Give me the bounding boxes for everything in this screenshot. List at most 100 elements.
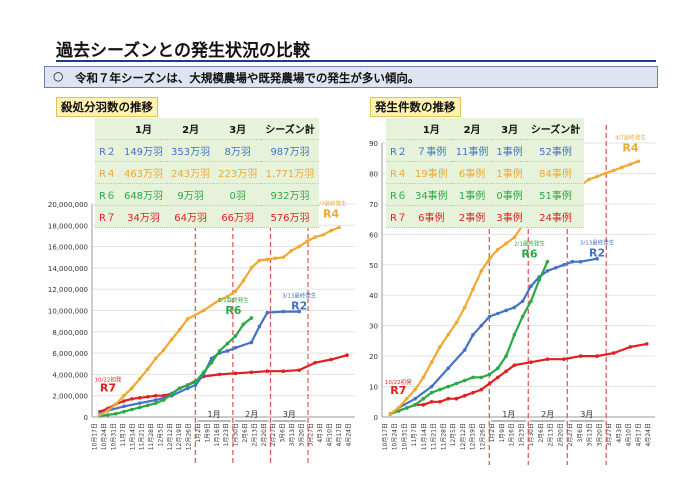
data-point-r7 [504, 369, 508, 374]
table-header-cell: 1月 [410, 118, 452, 140]
x-tick-label: 3月20日 [596, 423, 603, 446]
data-point-r2 [225, 349, 230, 353]
data-point-r6 [193, 380, 198, 384]
y-tick-label: 20 [369, 353, 378, 361]
data-point-r4 [185, 317, 190, 321]
data-point-r4 [329, 228, 333, 233]
table-header-cell: シーズン計 [526, 118, 585, 140]
data-point-r4 [153, 356, 158, 361]
y-tick-label: 6,000,000 [52, 350, 88, 358]
table-cell: R４ [95, 161, 120, 184]
y-tick-label: 30 [369, 323, 378, 331]
data-point-r6 [413, 403, 417, 407]
data-point-r4 [421, 375, 426, 380]
data-point-r6 [185, 383, 190, 387]
data-point-r6 [520, 314, 525, 319]
data-point-r4 [388, 412, 393, 416]
x-tick-label: 3月20日 [298, 423, 305, 446]
table-cell: 24事例 [526, 205, 585, 228]
annotation-label: 2/1最終発生 [514, 240, 545, 248]
y-tick-label: 50 [369, 262, 378, 270]
x-tick-label: 4月3日 [317, 423, 324, 443]
series-label-r4: R4 [622, 141, 638, 154]
data-point-r4 [297, 244, 302, 249]
data-point-r2 [153, 398, 158, 402]
data-point-r6 [217, 349, 222, 353]
data-point-r2 [209, 356, 214, 361]
y-tick-label: 14,000,000 [48, 265, 88, 273]
table-row: R７ 34万羽 64万羽 66万羽 576万羽 [95, 205, 319, 228]
x-tick-label: 10月17日 [382, 423, 389, 450]
data-point-r4 [145, 367, 150, 371]
data-point-r2 [512, 305, 517, 310]
data-point-r6 [429, 390, 434, 395]
data-point-r4 [611, 168, 616, 173]
month-label: 1月 [502, 410, 515, 419]
data-point-r7 [122, 399, 126, 403]
outbreak-count-table: 1月 2月 3月 シーズン計 R２ ７事例 11事例 1事例 52事例 R４ 19事例 6事例 1事例 8… [386, 118, 585, 228]
table-cell: 353万羽 [167, 139, 215, 162]
table-cell: 8万羽 [214, 139, 262, 162]
x-tick-label: 3月6日 [577, 423, 584, 443]
x-tick-label: 1月9日 [499, 423, 506, 443]
table-row: R２ 149万羽 353万羽 8万羽 987万羽 [95, 139, 319, 162]
x-tick-label: 11月21日 [139, 423, 146, 450]
data-point-r2 [570, 259, 575, 264]
data-point-r2 [553, 266, 558, 270]
x-tick-label: 3月27日 [308, 423, 315, 446]
data-point-r4 [249, 266, 254, 270]
data-point-r4 [161, 348, 166, 352]
x-tick-label: 4月24日 [345, 423, 352, 446]
data-point-r7 [145, 394, 150, 399]
data-point-r7 [479, 387, 484, 392]
x-tick-label: 2月6日 [242, 423, 249, 443]
circle-bullet-icon: ○ [53, 69, 64, 83]
y-tick-label: 4,000,000 [52, 371, 88, 379]
data-point-r4 [462, 305, 467, 310]
data-point-r7 [233, 371, 238, 376]
table-cell: 1,771万羽 [261, 161, 319, 184]
data-point-r4 [273, 256, 278, 261]
y-tick-label: 16,000,000 [48, 244, 88, 252]
data-point-r4 [98, 413, 102, 417]
x-tick-label: 4月17日 [336, 423, 343, 446]
data-point-r2 [413, 396, 417, 401]
y-tick-label: 20,000,000 [48, 201, 88, 209]
table-cell: R２ [95, 139, 120, 162]
annotation-label: 3/13最終発生 [580, 239, 615, 247]
x-tick-label: 11月7日 [120, 423, 127, 446]
x-tick-label: 2月27日 [567, 423, 574, 446]
data-point-r6 [479, 375, 484, 380]
table-cell: 0事例 [492, 183, 527, 206]
data-point-r4 [257, 258, 262, 263]
x-tick-label: 3月6日 [280, 423, 287, 443]
series-line-r2 [389, 257, 598, 415]
data-point-r4 [337, 225, 341, 230]
data-point-r6 [421, 396, 426, 401]
table-cell: R４ [386, 161, 411, 184]
data-point-r6 [145, 403, 150, 408]
table-header-cell [386, 118, 411, 140]
data-point-r7 [487, 381, 492, 386]
data-point-r4 [106, 408, 110, 413]
table-header-row: 1月 2月 3月 シーズン計 [95, 118, 319, 140]
x-tick-label: 11月28日 [440, 423, 447, 450]
data-point-r6 [249, 316, 254, 320]
x-tick-label: 1月16日 [509, 423, 516, 446]
data-point-r4 [305, 239, 309, 244]
data-point-r7 [529, 360, 533, 365]
data-point-r6 [161, 398, 166, 402]
data-point-r7 [454, 396, 459, 401]
y-tick-label: 70 [369, 201, 378, 209]
table-cell: 52事例 [526, 139, 585, 162]
x-tick-label: 11月28日 [148, 423, 155, 450]
series-label-r6: R6 [225, 304, 241, 317]
data-point-r7 [562, 357, 566, 361]
x-tick-label: 1月9日 [204, 423, 211, 443]
y-tick-label: 40 [369, 292, 378, 300]
x-tick-label: 1月30日 [528, 423, 535, 446]
data-point-r7 [462, 393, 467, 398]
summary-banner: ○ 令和７年シーズンは、大規模農場や既発農場での発生が多い傾向。 [44, 66, 658, 88]
